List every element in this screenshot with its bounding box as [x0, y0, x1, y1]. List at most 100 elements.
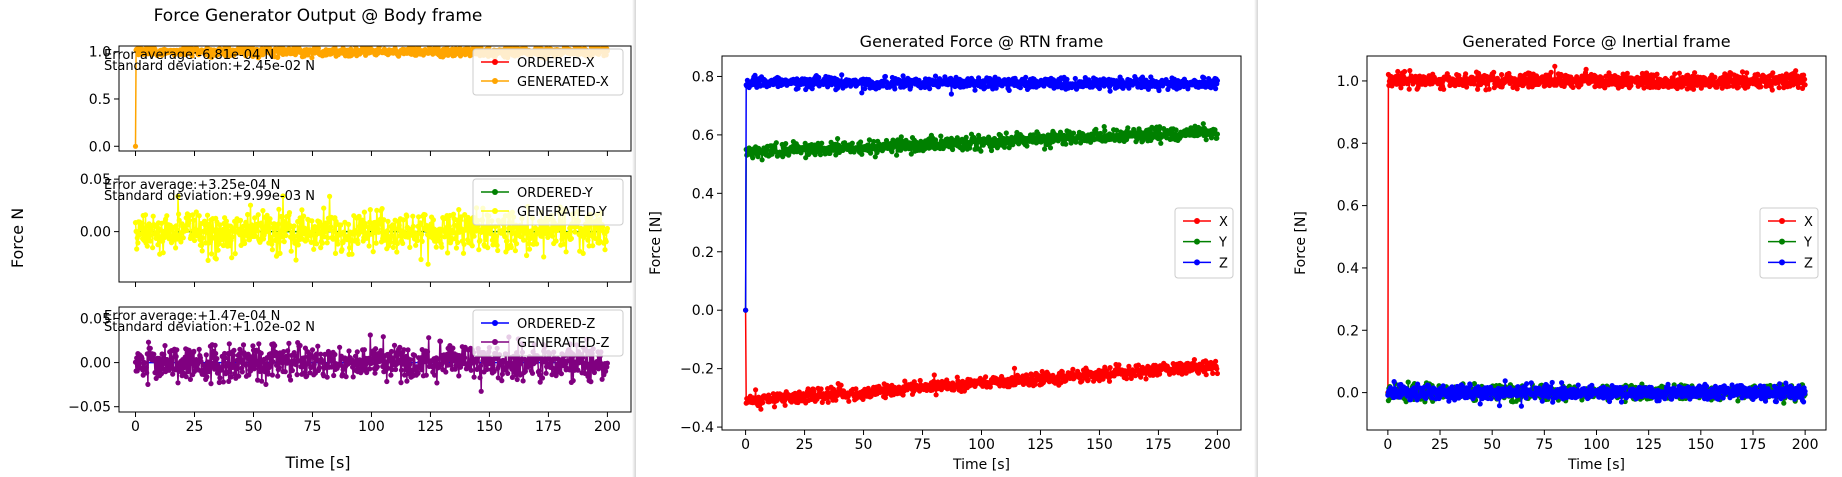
- x-tick-label: 25: [186, 419, 204, 435]
- legend-entry-y: Y: [1803, 236, 1812, 251]
- rtn-frame-figure-svg: Generated Force @ RTN frame Time [s] Force…: [648, 32, 1242, 473]
- legend-box: [472, 309, 624, 357]
- y-tick-label: 0.6: [692, 128, 714, 144]
- plot-area: [743, 72, 1220, 412]
- y-tick-label: 1.0: [89, 45, 111, 61]
- y-tick-label: 0.4: [1337, 261, 1359, 277]
- plot-area: [132, 332, 611, 394]
- x-tick-label: 125: [1027, 437, 1054, 453]
- y-tick-label: −0.05: [68, 400, 111, 416]
- x-tick-label: 100: [1583, 437, 1610, 453]
- legend-swatch-marker: [492, 320, 498, 326]
- series-markers-y: [743, 121, 1220, 313]
- legend-swatch-marker: [1779, 259, 1785, 266]
- legend-swatch-marker: [1779, 238, 1785, 245]
- series-markers-x: [1385, 63, 1808, 396]
- legend-box: [1759, 207, 1819, 279]
- x-tick-label: 150: [476, 419, 503, 435]
- legend-swatch-marker: [1779, 218, 1785, 224]
- x-tick-label: 125: [1635, 437, 1662, 453]
- y-tick-label: −0.2: [680, 362, 714, 378]
- legend: ORDERED-Z GENERATED-Z: [472, 309, 624, 357]
- legend-entry-generated-x: GENERATED-X: [517, 75, 609, 90]
- legend-entry-ordered-x: ORDERED-X: [517, 56, 595, 71]
- y-tick-label: 0.0: [89, 139, 111, 155]
- x-tick-label: 50: [1483, 437, 1501, 453]
- y-tick-label: 0.2: [1337, 323, 1359, 339]
- legend-swatch-marker: [1194, 218, 1200, 224]
- x-tick-label: 0: [131, 419, 140, 435]
- x-tick-label: 25: [1431, 437, 1449, 453]
- axes-frame: [118, 45, 632, 152]
- x-tick-label: 150: [1086, 437, 1113, 453]
- axes-frame: [721, 55, 1242, 431]
- x-tick-label: 100: [358, 419, 385, 435]
- legend-box: [472, 48, 624, 96]
- annotation-text: Error average:+1.47e-04 N: [104, 309, 280, 324]
- y-axis-label: Force [N]: [648, 211, 664, 275]
- legend-swatch-marker: [492, 78, 498, 84]
- y-tick-label: 1.0: [1337, 74, 1359, 90]
- annotation-text: Standard deviation:+2.45e-02 N: [104, 59, 315, 74]
- plot-area: [1385, 63, 1808, 409]
- x-tick-label: 0: [741, 437, 750, 453]
- legend-swatch-marker: [492, 189, 498, 195]
- y-tick-label: 0.4: [692, 186, 714, 202]
- x-tick-label: 200: [1792, 437, 1819, 453]
- legend-entry-z: Z: [1219, 256, 1228, 271]
- body-frame-ylabel: Force N: [8, 208, 27, 268]
- legend-entry-x: X: [1219, 215, 1228, 230]
- body-frame-xlabel: Time [s]: [284, 453, 350, 472]
- series-markers-x: [743, 307, 1220, 412]
- series-markers-generated-y: [132, 193, 611, 267]
- body-frame-figure-svg: Force Generator Output @ Body frame Forc…: [8, 6, 632, 472]
- annotation-text: Standard deviation:+1.02e-02 N: [104, 320, 315, 335]
- inertial-frame-figure-svg: Generated Force @ Inertial frame Time [s]…: [1293, 32, 1827, 473]
- x-tick-label: 50: [245, 419, 263, 435]
- y-tick-label: 0.5: [89, 92, 111, 108]
- legend-swatch-marker: [1194, 238, 1200, 245]
- x-tick-label: 75: [1535, 437, 1553, 453]
- legend-entry-z: Z: [1804, 256, 1813, 271]
- y-tick-label: 0.00: [80, 225, 111, 241]
- chart-title: Generated Force @ Inertial frame: [1462, 32, 1730, 51]
- plot-area: [132, 193, 611, 267]
- legend-entry-ordered-z: ORDERED-Z: [517, 317, 595, 332]
- y-tick-label: 0.6: [1337, 199, 1359, 215]
- legend: XYZ: [1174, 207, 1234, 279]
- legend-box: [1174, 207, 1234, 279]
- y-tick-label: 0.0: [692, 303, 714, 319]
- inertial-frame-figure: Generated Force @ Inertial frame Time [s]…: [1258, 0, 1842, 477]
- x-tick-label: 75: [914, 437, 932, 453]
- series-markers-z: [1385, 378, 1808, 409]
- legend-entry-generated-y: GENERATED-Y: [517, 205, 607, 220]
- annotation-text: Error average:-6.81e-04 N: [104, 48, 274, 63]
- series-markers-generated-z: [132, 332, 611, 394]
- y-tick-label: 0.00: [80, 356, 111, 372]
- legend-swatch-marker: [1194, 259, 1200, 266]
- chart-3: Generated Force @ RTN frame Time [s] Force…: [648, 32, 1242, 473]
- y-axis-label: Force [N]: [1293, 211, 1309, 275]
- y-tick-label: 0.0: [1337, 386, 1359, 402]
- legend-entry-ordered-y: ORDERED-Y: [517, 186, 593, 201]
- legend-entry-generated-z: GENERATED-Z: [517, 336, 609, 351]
- chart-2: 0 25 50 75 100 125 150 175 200 −0.05 0.00 0.05Error…: [68, 306, 632, 435]
- chart-title: Generated Force @ RTN frame: [860, 32, 1104, 51]
- x-tick-label: 175: [1740, 437, 1767, 453]
- body-frame-figure-title: Force Generator Output @ Body frame: [154, 6, 483, 26]
- legend: XYZ: [1759, 207, 1819, 279]
- x-tick-label: 200: [594, 419, 621, 435]
- chart-4: Generated Force @ Inertial frame Time [s]…: [1293, 32, 1827, 473]
- x-tick-label: 75: [304, 419, 322, 435]
- x-tick-label: 0: [1383, 437, 1392, 453]
- y-tick-label: 0.8: [1337, 136, 1359, 152]
- legend-swatch-marker: [492, 339, 498, 345]
- x-tick-label: 175: [535, 419, 562, 435]
- y-tick-label: 0.05: [80, 172, 111, 188]
- legend-swatch-marker: [492, 59, 498, 65]
- annotation-text: Standard deviation:+9.99e-03 N: [104, 189, 315, 204]
- x-tick-label: 125: [417, 419, 444, 435]
- x-tick-label: 25: [796, 437, 814, 453]
